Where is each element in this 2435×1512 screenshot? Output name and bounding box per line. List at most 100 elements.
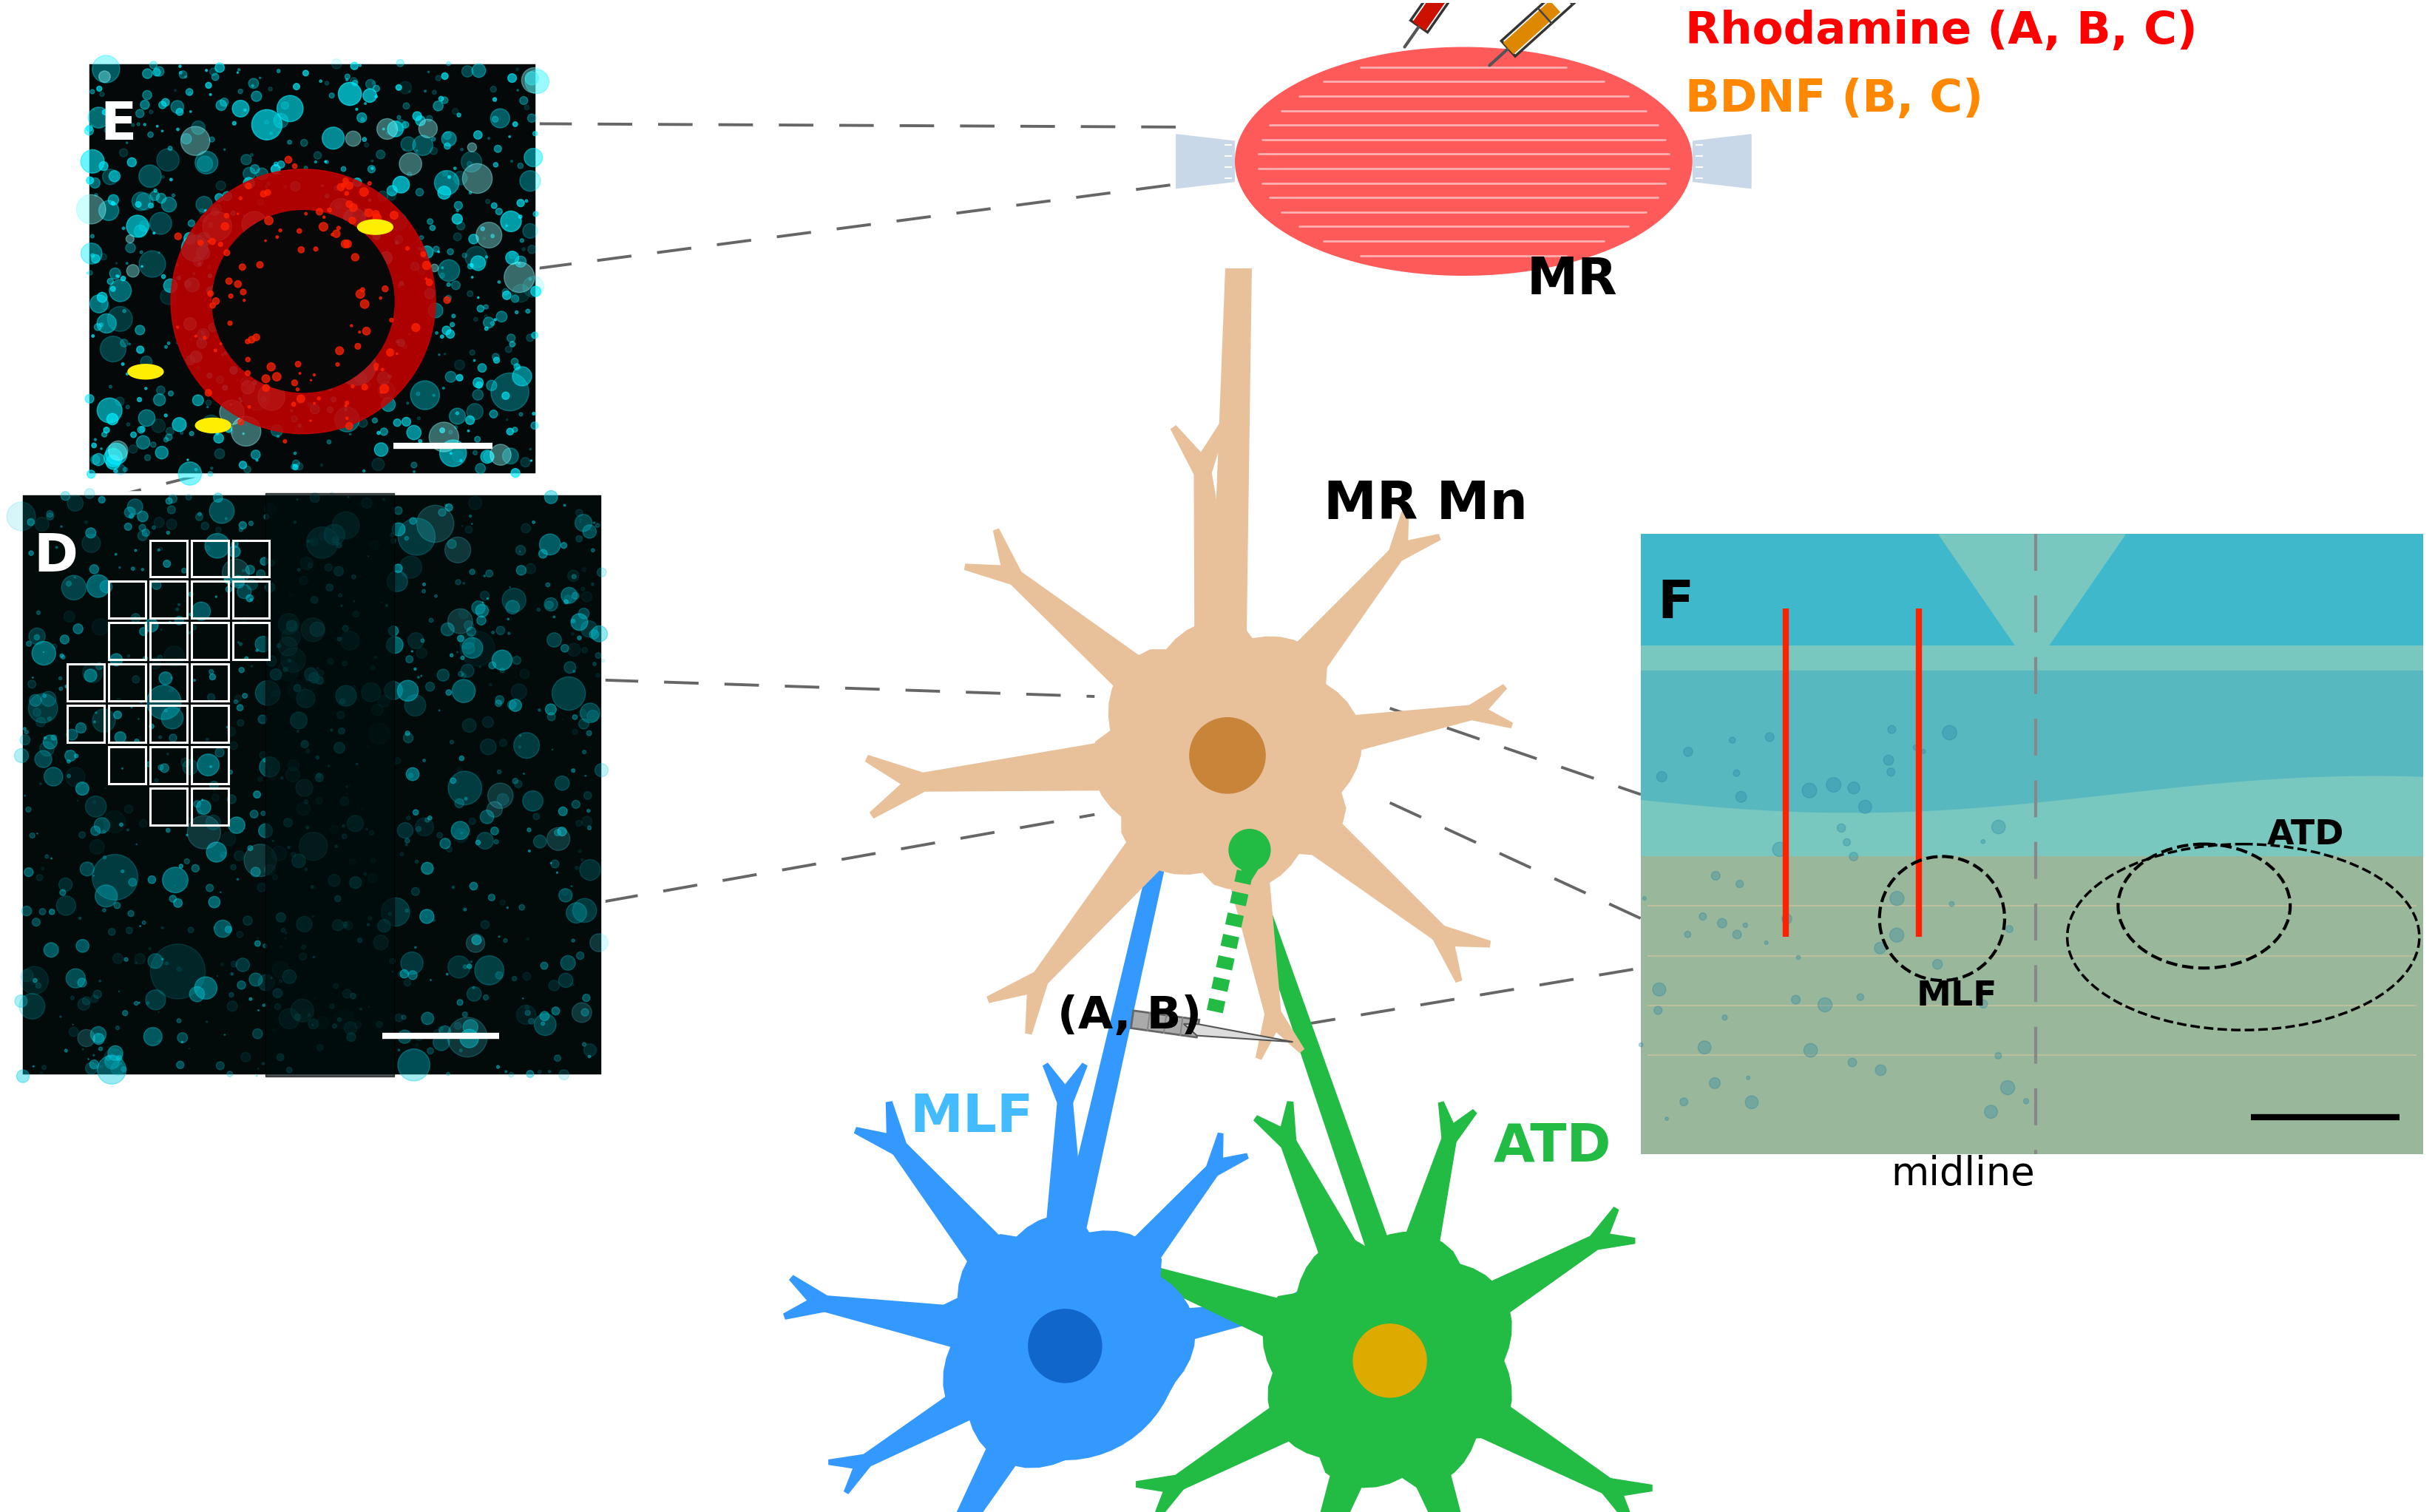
Circle shape (166, 346, 168, 348)
Circle shape (183, 318, 197, 330)
Circle shape (158, 765, 163, 770)
Circle shape (443, 296, 450, 304)
Circle shape (336, 227, 341, 230)
Circle shape (545, 602, 553, 609)
Circle shape (285, 184, 287, 189)
Circle shape (363, 251, 368, 256)
Circle shape (207, 738, 209, 741)
Circle shape (102, 432, 107, 437)
Circle shape (75, 782, 90, 795)
Circle shape (533, 520, 536, 523)
Circle shape (248, 845, 253, 851)
Circle shape (373, 233, 380, 239)
Circle shape (214, 64, 224, 73)
Circle shape (278, 614, 300, 634)
Circle shape (553, 1007, 560, 1015)
Circle shape (480, 921, 489, 928)
Circle shape (85, 488, 95, 499)
Circle shape (93, 618, 110, 635)
FancyBboxPatch shape (19, 493, 604, 1077)
Circle shape (329, 92, 334, 98)
Circle shape (504, 262, 536, 292)
Circle shape (297, 916, 312, 931)
Circle shape (1858, 993, 1863, 1001)
Text: MLF: MLF (911, 1092, 1035, 1143)
Circle shape (450, 741, 453, 744)
Circle shape (217, 528, 222, 532)
Circle shape (343, 989, 351, 998)
Circle shape (587, 809, 589, 812)
Circle shape (351, 685, 356, 689)
Circle shape (34, 517, 49, 531)
Circle shape (460, 656, 465, 659)
Circle shape (265, 656, 278, 667)
Circle shape (251, 451, 261, 460)
Circle shape (528, 113, 536, 122)
Polygon shape (1042, 1063, 1074, 1104)
Circle shape (543, 597, 558, 611)
Circle shape (399, 969, 409, 978)
Circle shape (105, 426, 110, 432)
Circle shape (149, 110, 153, 113)
Text: D: D (34, 532, 78, 584)
Circle shape (256, 168, 268, 180)
Circle shape (166, 519, 178, 529)
Circle shape (1826, 777, 1841, 792)
Circle shape (319, 378, 324, 384)
Circle shape (589, 631, 599, 640)
Circle shape (153, 517, 163, 528)
Circle shape (178, 129, 180, 130)
Circle shape (153, 67, 163, 76)
Circle shape (390, 538, 397, 543)
Circle shape (236, 931, 244, 937)
Circle shape (492, 116, 499, 122)
Circle shape (295, 337, 324, 367)
Circle shape (399, 853, 404, 856)
Circle shape (39, 741, 54, 756)
Circle shape (524, 277, 543, 298)
Circle shape (426, 115, 433, 121)
Circle shape (380, 390, 382, 393)
Circle shape (239, 667, 244, 673)
Circle shape (136, 325, 144, 334)
Circle shape (149, 203, 153, 209)
Circle shape (273, 989, 282, 998)
Circle shape (178, 277, 180, 280)
Circle shape (341, 166, 346, 171)
Circle shape (377, 118, 397, 139)
Circle shape (205, 534, 229, 558)
Circle shape (450, 821, 470, 839)
Circle shape (450, 281, 460, 290)
Circle shape (572, 729, 577, 735)
Circle shape (61, 575, 85, 600)
Circle shape (105, 1055, 112, 1060)
Circle shape (436, 833, 443, 838)
Circle shape (117, 1055, 122, 1061)
Circle shape (368, 346, 373, 352)
Circle shape (317, 797, 321, 804)
Circle shape (226, 1070, 234, 1077)
Circle shape (360, 683, 380, 702)
Circle shape (528, 1019, 533, 1024)
Circle shape (424, 262, 431, 269)
Circle shape (324, 564, 331, 572)
Circle shape (492, 354, 499, 360)
Circle shape (485, 327, 487, 331)
Circle shape (209, 324, 217, 331)
Circle shape (482, 995, 489, 999)
Circle shape (309, 621, 324, 637)
Circle shape (39, 1072, 44, 1075)
Circle shape (248, 972, 263, 986)
Circle shape (282, 818, 292, 827)
Circle shape (258, 715, 268, 724)
Circle shape (334, 567, 343, 576)
Circle shape (19, 969, 34, 981)
Circle shape (29, 627, 46, 644)
Circle shape (558, 827, 567, 836)
Circle shape (144, 1028, 163, 1046)
Circle shape (377, 1022, 382, 1028)
Ellipse shape (1235, 47, 1692, 275)
Circle shape (541, 962, 548, 969)
Circle shape (516, 311, 519, 314)
Circle shape (555, 830, 560, 836)
